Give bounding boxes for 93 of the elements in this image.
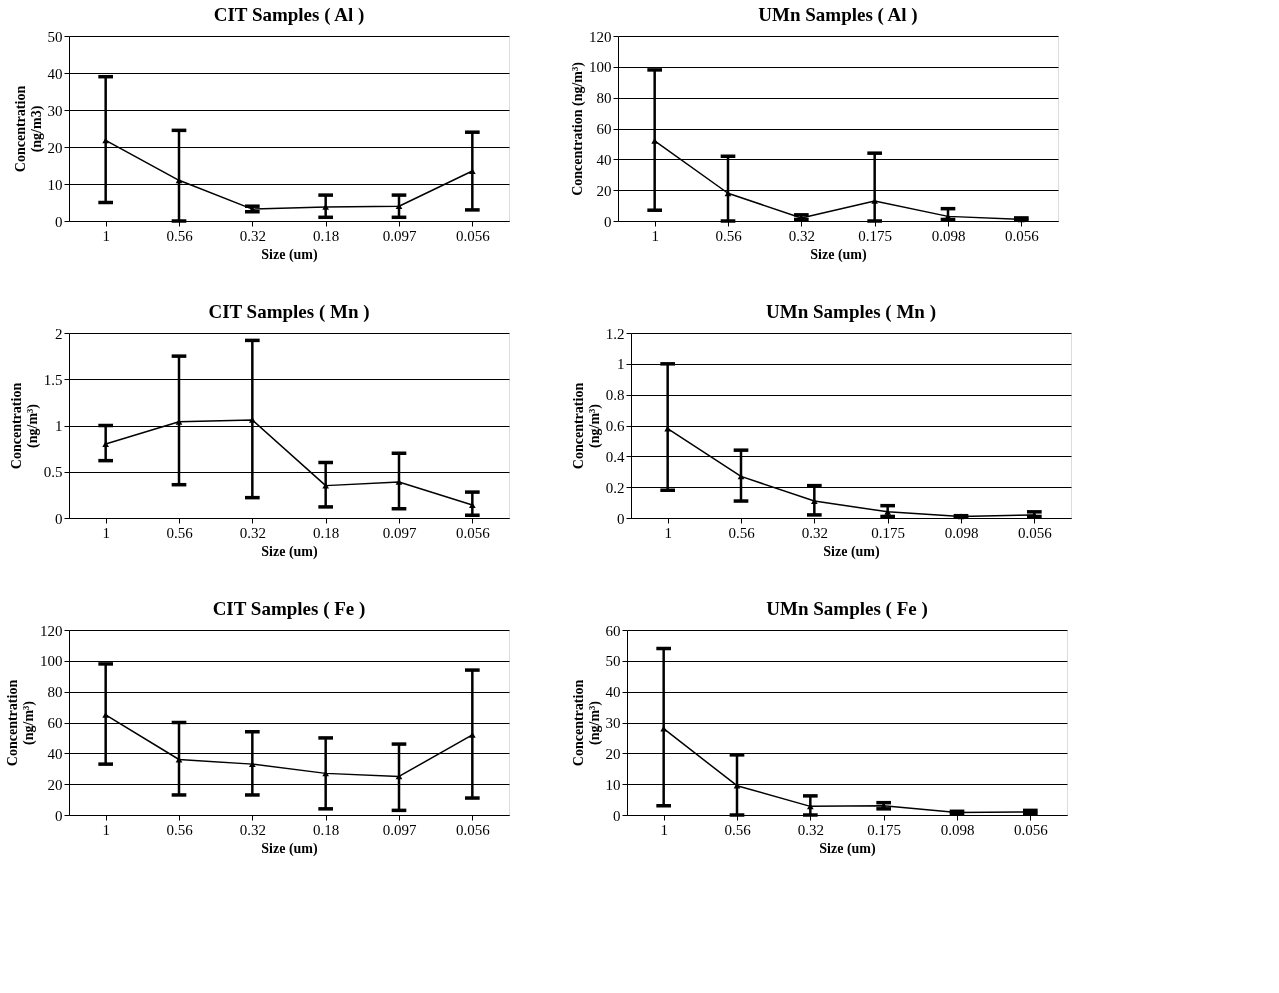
y-tick-label: 60 bbox=[605, 622, 621, 639]
y-tick-label: 50 bbox=[47, 28, 63, 45]
x-tick-label: 0.056 bbox=[1013, 821, 1049, 838]
y-axis-title: Concentration (ng/m³) bbox=[570, 679, 603, 767]
x-axis-title: Size (um) bbox=[261, 543, 319, 560]
y-tick-label: 1.2 bbox=[605, 325, 625, 342]
y-tick-label: 100 bbox=[589, 59, 612, 76]
x-tick-label: 0.056 bbox=[455, 227, 491, 244]
x-tick-label: 0.32 bbox=[797, 821, 824, 838]
x-tick-label: 0.097 bbox=[382, 227, 417, 244]
y-tick-label: 0.4 bbox=[605, 448, 625, 465]
chart-title: UMn Samples ( Fe ) bbox=[766, 598, 928, 620]
x-tick-label: 0.175 bbox=[867, 821, 902, 838]
y-tick-label: 0.5 bbox=[43, 464, 63, 481]
x-tick-label: 1 bbox=[102, 821, 110, 838]
y-tick-label: 120 bbox=[40, 622, 63, 639]
x-axis-title: Size (um) bbox=[261, 840, 319, 857]
y-tick-label: 2 bbox=[55, 325, 63, 342]
y-tick-label: 50 bbox=[605, 653, 621, 670]
x-tick-label: 0.098 bbox=[944, 524, 979, 541]
x-tick-label: 0.056 bbox=[1017, 524, 1053, 541]
x-tick-label: 0.18 bbox=[313, 227, 340, 244]
x-tick-label: 0.056 bbox=[455, 524, 491, 541]
x-tick-label: 0.097 bbox=[382, 524, 417, 541]
y-tick-label: 20 bbox=[47, 776, 63, 793]
x-tick-label: 1 bbox=[664, 524, 672, 541]
y-axis-title: Concentration (ng/m³) bbox=[5, 679, 37, 767]
y-tick-label: 20 bbox=[596, 182, 612, 199]
y-tick-label: 0.2 bbox=[605, 479, 625, 496]
x-axis-title: Size (um) bbox=[819, 840, 877, 857]
y-tick-label: 0.6 bbox=[605, 418, 625, 434]
x-tick-label: 1 bbox=[651, 227, 659, 244]
y-tick-label: 10 bbox=[605, 776, 621, 793]
y-tick-label: 80 bbox=[596, 90, 612, 107]
y-tick-label: 20 bbox=[47, 139, 63, 156]
x-tick-label: 0.098 bbox=[931, 227, 966, 244]
x-tick-label: 0.32 bbox=[239, 227, 266, 244]
chart-title: UMn Samples ( Mn ) bbox=[766, 301, 936, 323]
x-tick-label: 0.32 bbox=[788, 227, 815, 244]
x-tick-label: 0.56 bbox=[166, 821, 194, 838]
x-tick-label: 0.56 bbox=[166, 227, 194, 244]
y-tick-label: 30 bbox=[605, 715, 621, 731]
x-tick-label: 0.56 bbox=[724, 821, 752, 838]
y-tick-label: 40 bbox=[47, 745, 63, 762]
x-tick-label: 0.56 bbox=[166, 524, 194, 541]
chart-title: CIT Samples ( Fe ) bbox=[212, 598, 366, 620]
chart-title: UMn Samples ( Al ) bbox=[758, 4, 918, 26]
y-tick-label: 0 bbox=[55, 807, 63, 824]
y-axis-title: Concentration (ng/m³) bbox=[570, 382, 603, 470]
y-tick-label: 1 bbox=[55, 418, 63, 434]
chart-title: CIT Samples ( Al ) bbox=[213, 4, 365, 26]
y-tick-label: 80 bbox=[47, 684, 63, 701]
x-tick-label: 0.18 bbox=[313, 524, 340, 541]
x-tick-label: 0.098 bbox=[940, 821, 975, 838]
x-tick-label: 0.175 bbox=[871, 524, 906, 541]
y-tick-label: 120 bbox=[589, 28, 612, 45]
y-tick-label: 60 bbox=[47, 715, 63, 731]
x-tick-label: 1 bbox=[102, 524, 110, 541]
y-tick-label: 100 bbox=[40, 653, 63, 670]
x-tick-label: 0.32 bbox=[239, 524, 266, 541]
x-tick-label: 0.175 bbox=[858, 227, 893, 244]
y-tick-label: 20 bbox=[605, 745, 621, 762]
y-axis-title: Concentration (ng/m³) bbox=[8, 382, 41, 470]
x-tick-label: 1 bbox=[102, 227, 110, 244]
y-tick-label: 40 bbox=[47, 65, 63, 82]
x-tick-label: 0.056 bbox=[455, 821, 491, 838]
x-tick-label: 0.18 bbox=[313, 821, 340, 838]
x-axis-title: Size (um) bbox=[810, 246, 868, 263]
y-tick-label: 0 bbox=[617, 510, 625, 527]
x-tick-label: 0.056 bbox=[1004, 227, 1040, 244]
x-tick-label: 0.32 bbox=[801, 524, 828, 541]
chart-title: CIT Samples ( Mn ) bbox=[208, 301, 370, 323]
y-tick-label: 10 bbox=[47, 176, 63, 193]
y-tick-label: 0 bbox=[55, 510, 63, 527]
y-tick-label: 0 bbox=[55, 213, 63, 230]
y-tick-label: 1 bbox=[617, 356, 625, 373]
x-tick-label: 0.56 bbox=[715, 227, 743, 244]
y-tick-label: 40 bbox=[605, 684, 621, 701]
x-tick-label: 0.097 bbox=[382, 821, 417, 838]
y-axis-title: Concentration (ng/m3) bbox=[12, 85, 45, 173]
y-tick-label: 0.8 bbox=[605, 387, 625, 404]
x-axis-title: Size (um) bbox=[823, 543, 881, 560]
x-tick-label: 1 bbox=[660, 821, 668, 838]
y-tick-label: 60 bbox=[596, 121, 612, 137]
y-axis-title: Concentration (ng/m³) bbox=[570, 61, 586, 196]
x-tick-label: 0.32 bbox=[239, 821, 266, 838]
y-tick-label: 30 bbox=[47, 102, 63, 119]
y-tick-label: 1.5 bbox=[43, 371, 63, 388]
y-tick-label: 0 bbox=[604, 213, 612, 230]
y-tick-label: 0 bbox=[613, 807, 621, 824]
y-tick-label: 40 bbox=[596, 151, 612, 168]
x-tick-label: 0.56 bbox=[728, 524, 756, 541]
x-axis-title: Size (um) bbox=[261, 246, 319, 263]
